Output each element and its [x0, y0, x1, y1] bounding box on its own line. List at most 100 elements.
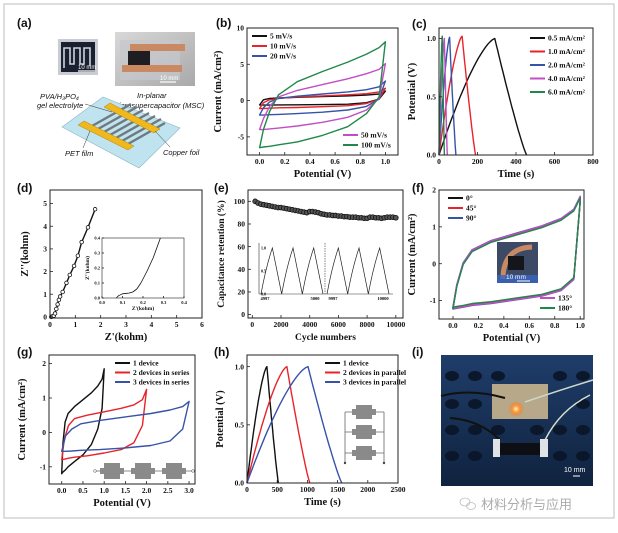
y-tick-label: 0 — [43, 312, 47, 321]
y-tick-label: 0 — [432, 259, 436, 268]
x-tick-label: 0.4 — [305, 157, 315, 166]
series-group — [258, 41, 387, 149]
x-tick-label: 0.8 — [356, 157, 366, 166]
legend-item: 135° — [540, 294, 572, 303]
y-tick-label: 1 — [42, 394, 46, 403]
x-tick-label: 0.4 — [181, 300, 187, 305]
series-line — [438, 37, 448, 156]
legend-label: 100 mV/s — [361, 141, 391, 150]
legend-item: 0° — [448, 194, 473, 203]
x-tick-label: 800 — [587, 157, 599, 166]
inset-y-tick-label: 1.0 — [261, 246, 266, 251]
series-line — [61, 388, 148, 461]
pet-film — [61, 96, 181, 169]
interdigitated-electrodes — [91, 102, 166, 146]
data-point — [54, 306, 59, 312]
x-tick-label: 1.0 — [99, 486, 109, 495]
x-tick-label: 0.6 — [525, 321, 535, 330]
legend-item: 100 mV/s — [343, 141, 391, 150]
chart-g: 0.0 0.5 1.0 1.5 2.0 2.5 3.0 -1 0 1 2 Potential (V) C… — [17, 354, 196, 509]
y-axis-label: Current (mA/cm²) — [213, 50, 224, 132]
x-tick-label: 0.3 — [161, 300, 167, 305]
panel-label-e: (e) — [214, 181, 229, 195]
series-line — [246, 365, 343, 484]
y-tick-label: 5 — [240, 60, 244, 69]
inset-x-tick-label: 5000 — [311, 296, 321, 301]
series-group — [116, 237, 161, 299]
y-tick-label: 0.5 — [427, 92, 437, 101]
y-tick-label: 5 — [43, 199, 47, 208]
data-point — [60, 289, 65, 295]
x-tick-label: 10000 — [386, 320, 405, 329]
inset-y-tick-label: 0.5 — [261, 269, 266, 274]
x-tick-label: 1000 — [300, 485, 315, 494]
y-tick-label: 0.0 — [94, 296, 100, 301]
y-tick-label: 0.4 — [94, 236, 100, 241]
series-line — [258, 41, 387, 149]
plot-frame — [246, 354, 399, 484]
x-tick-label: 3 — [124, 320, 128, 329]
x-tick-label: 0.2 — [140, 300, 146, 305]
series-group — [246, 365, 343, 484]
data-point — [393, 214, 399, 221]
inset-x-tick-label: 9997 — [329, 296, 339, 301]
data-point — [75, 253, 81, 258]
y-tick-label: 40 — [238, 265, 246, 274]
y-tick-label: -5 — [238, 132, 244, 141]
legend-item: 3 devices in series — [115, 378, 190, 387]
x-tick-label: 400 — [510, 157, 522, 166]
y-tick-label: 0.3 — [94, 251, 100, 256]
y-axis-label: Z''(kohm) — [20, 231, 31, 277]
y-tick-label: 0.0 — [235, 479, 245, 488]
bent-device-photo: 10 mm — [497, 242, 538, 283]
panel-label-c: (c) — [412, 17, 427, 31]
watermark-text: 材料分析与应用 — [481, 497, 572, 512]
series-line — [438, 37, 528, 156]
legend-label: 0.5 mA/cm² — [548, 34, 586, 43]
x-tick-label: 1500 — [330, 485, 345, 494]
x-tick-label: 4 — [149, 320, 153, 329]
y-tick-label: -1 — [40, 462, 46, 471]
x-tick-label: 5 — [175, 320, 179, 329]
y-axis-label: Current (mA/cm²) — [407, 213, 418, 295]
x-axis-label: Potential (V) — [294, 169, 352, 180]
x-tick-label: 1.0 — [381, 157, 391, 166]
legend-label: 45° — [466, 204, 477, 213]
legend-label: 90° — [466, 214, 477, 223]
y-tick-label: 1 — [43, 290, 47, 299]
series-group — [61, 368, 190, 475]
y-tick-label: 4 — [43, 222, 47, 231]
x-tick-label: 8000 — [360, 320, 375, 329]
legend-item: 2 devices in series — [115, 368, 190, 377]
inset-gcd-curve — [260, 246, 324, 295]
series-line — [258, 62, 387, 131]
y-axis-label: Current (mA/cm²) — [17, 378, 28, 460]
chart-b: 0.0 0.2 0.4 0.6 0.8 1.0 -5 0 5 10 Potential (V) Cur… — [213, 24, 399, 180]
led-photo-scale: 10 mm — [564, 467, 586, 474]
y-tick-label: 100 — [234, 197, 246, 206]
chart-d-inset: 0.0 0.1 0.2 0.3 0.4 0.0 0.1 0.2 0.3 0.4 Z'(kohm) Z'… — [84, 236, 188, 312]
y-tick-label: 0 — [241, 310, 245, 319]
series-line — [438, 35, 446, 156]
y-axis-label: Z''(kohm) — [84, 256, 91, 280]
pet-film-label: PET film — [65, 149, 93, 158]
inset-y-tick-label: 0.0 — [261, 292, 266, 297]
x-axis-label: Z'(kohm) — [105, 332, 148, 343]
data-point — [92, 207, 98, 212]
x-tick-label: 6 — [200, 320, 204, 329]
data-point — [52, 311, 58, 316]
legend-label: 2 devices in series — [133, 368, 190, 377]
x-tick-label: 0.0 — [57, 486, 67, 495]
legend-item: 45° — [448, 204, 477, 213]
y-tick-label: 10 — [237, 24, 245, 33]
y-tick-label: 3 — [43, 245, 47, 254]
x-tick-label: 0.2 — [474, 321, 484, 330]
x-tick-label: 0.0 — [99, 300, 105, 305]
x-tick-label: 1.0 — [575, 321, 585, 330]
photo2-scale-label: 10 mm — [160, 76, 178, 82]
chart-f: 0.0 0.2 0.4 0.6 0.8 1.0 -1 0 1 2 Potential (V) Curr… — [407, 186, 585, 344]
x-tick-label: 0.6 — [330, 157, 340, 166]
x-tick-label: 2.0 — [142, 486, 152, 495]
inset-x-tick-label: 4997 — [261, 296, 271, 301]
